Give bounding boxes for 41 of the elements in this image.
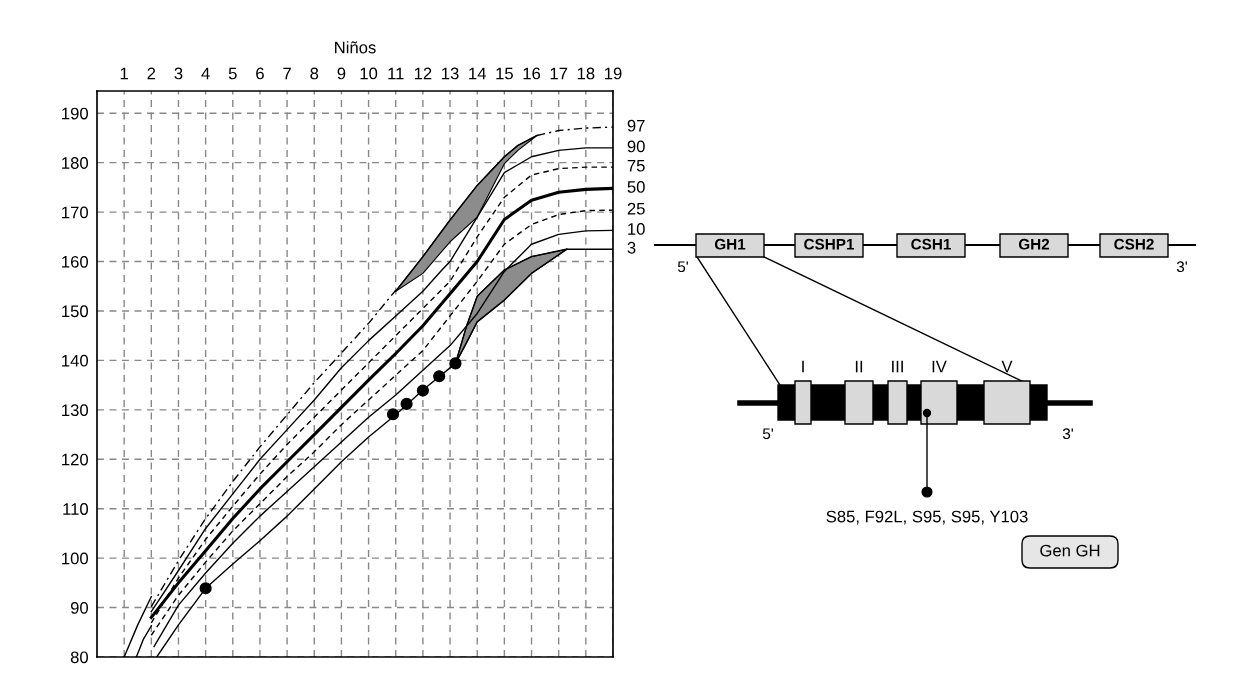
x-tick-label: 9 [337,67,346,80]
y-tick-label: 190 [62,107,89,120]
y-tick-label: 100 [62,552,89,565]
y-tick-label: 90 [70,601,89,614]
y-tick-label: 140 [62,354,89,367]
x-tick-label: 14 [469,67,486,80]
x-tick-label: 11 [388,67,404,80]
x-tick-label: 5 [228,67,237,80]
x-tick-label: 7 [283,67,291,80]
x-tick-label: 12 [414,67,432,80]
y-tick-label: 150 [62,305,89,318]
series-label: 75 [627,159,645,172]
y-tick-label: 80 [70,651,89,664]
series-label: 97 [627,119,645,132]
x-axis-title: Niños [335,41,376,54]
text: S85, F92L, S95, S95, Y103 [826,510,1028,525]
x-tick-label: 3 [174,67,183,80]
y-tick-label: 110 [63,503,89,515]
y-tick-label: 120 [62,453,89,466]
x-tick-label: 17 [550,67,568,80]
series-label: 50 [627,181,645,193]
x-tick-label: 19 [605,67,622,80]
x-tick-label: 13 [442,67,459,80]
y-tick-label: 130 [62,404,89,417]
text: Gen GH [1040,544,1100,557]
y-tick-label: 170 [62,206,89,219]
x-tick-label: 1 [120,67,128,80]
x-tick-label: 6 [256,67,264,80]
y-tick-label: 180 [62,157,89,169]
x-tick-label: 4 [201,67,210,80]
x-tick-label: 8 [310,67,319,80]
x-tick-label: 10 [360,67,378,80]
y-tick-label: 160 [62,255,89,268]
series-label: 90 [627,140,645,153]
series-label: 25 [627,202,645,215]
x-tick-label: 18 [577,67,595,80]
series-label: 3 [627,241,636,254]
x-tick-label: 2 [147,67,156,80]
series-label: 10 [628,223,645,235]
x-tick-label: 15 [496,67,513,80]
x-tick-label: 16 [523,67,541,80]
